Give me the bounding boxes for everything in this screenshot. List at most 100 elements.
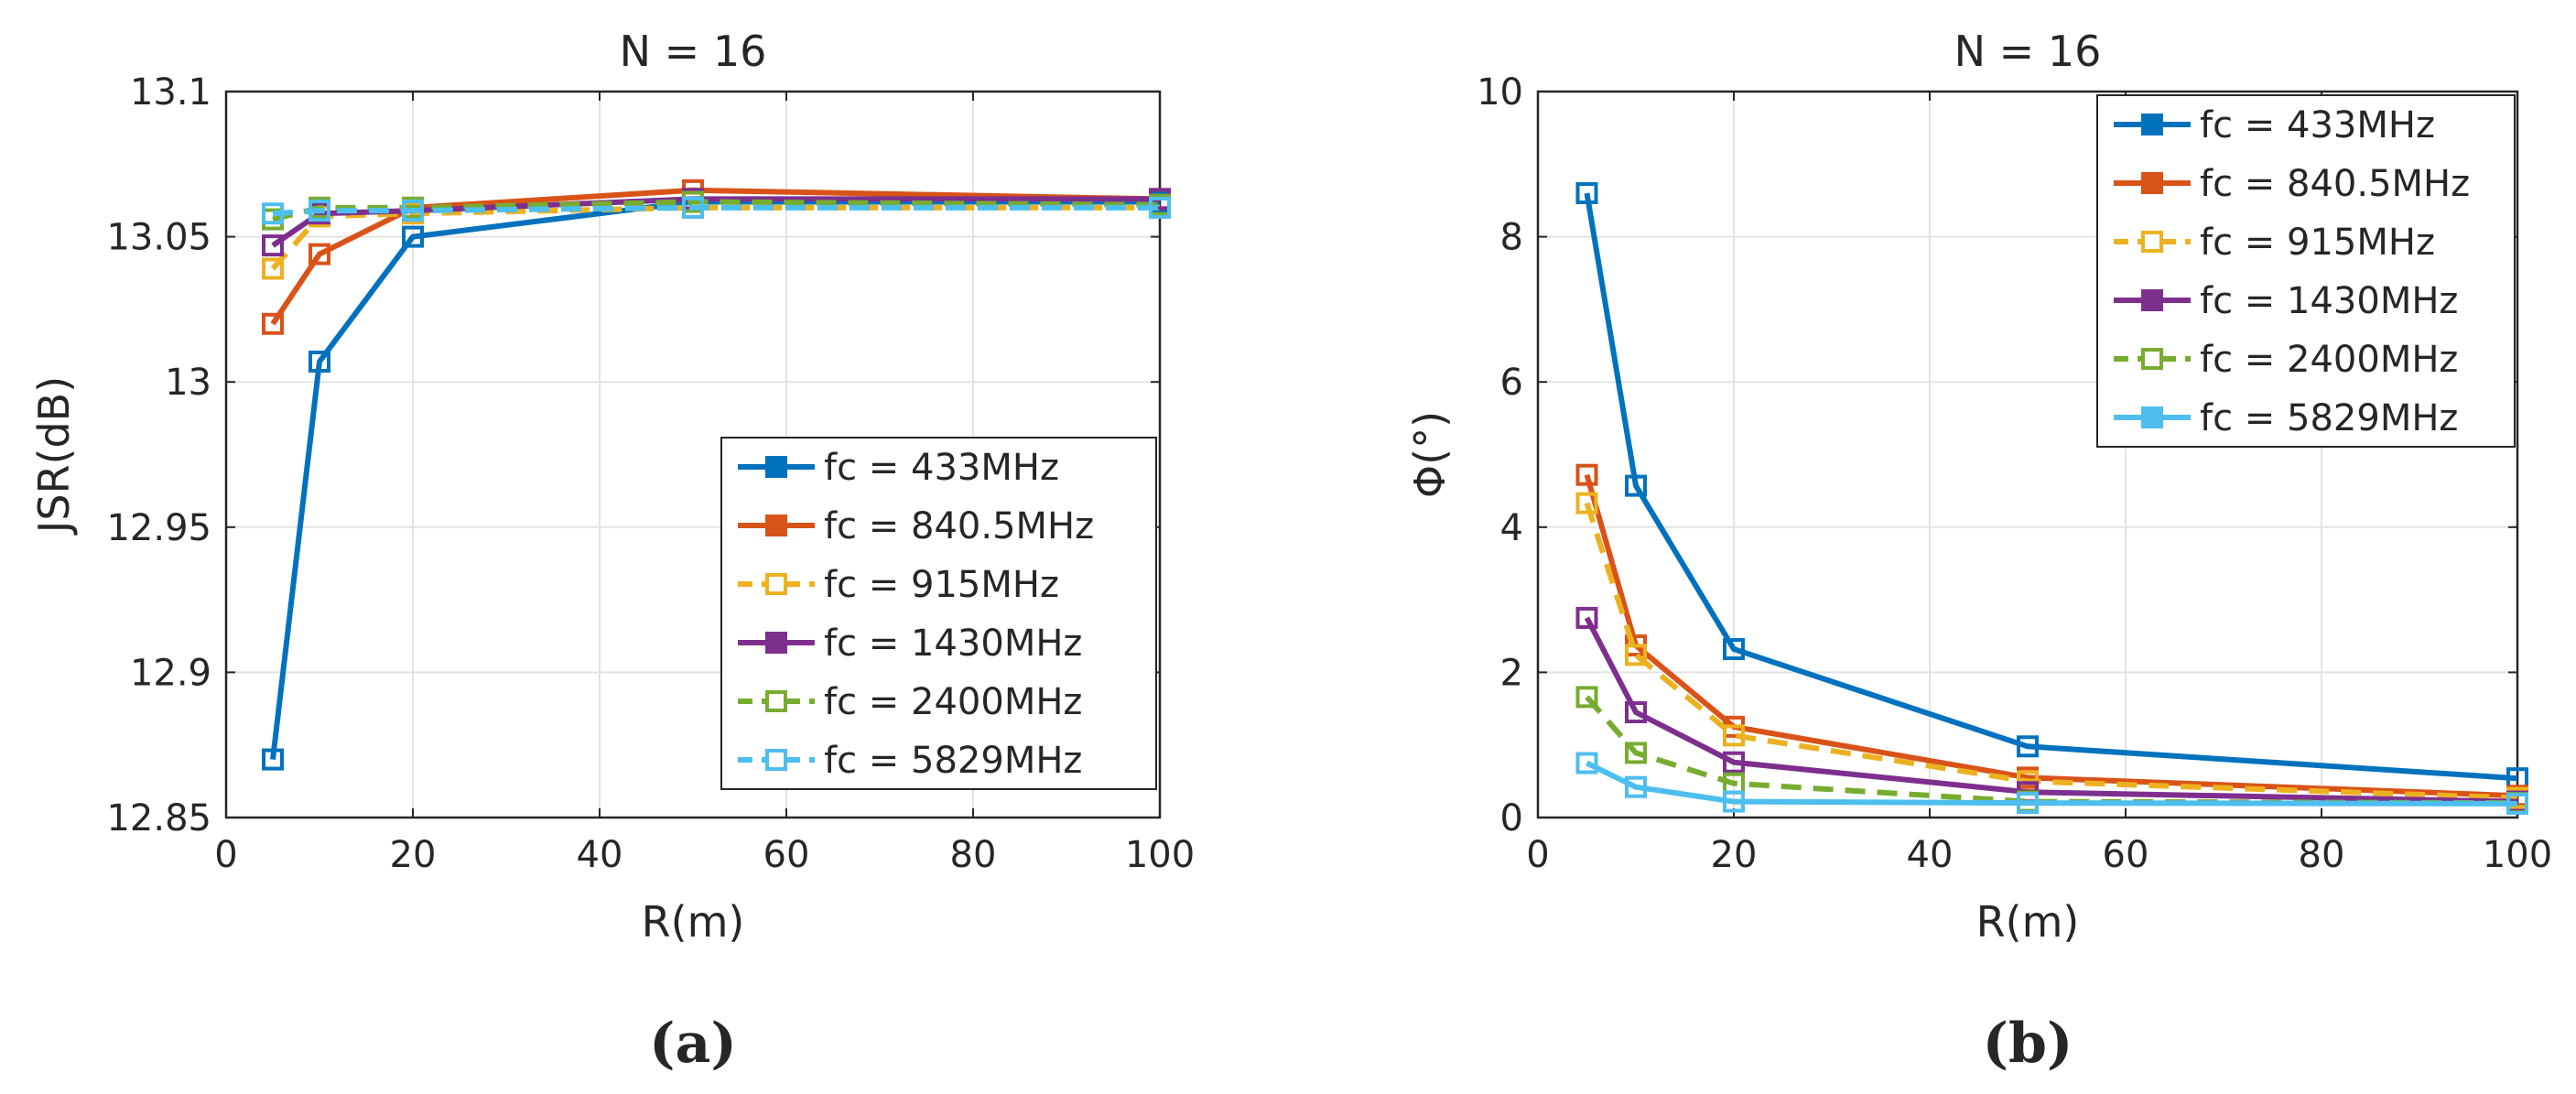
x-tick-label: 100 xyxy=(2483,834,2552,876)
legend-swatch-marker xyxy=(2141,231,2163,253)
legend: fc = 433MHz fc = 840.5MHz fc = 915MHz fc = … xyxy=(720,437,1157,790)
y-tick-label: 12.9 xyxy=(130,652,211,694)
legend-swatch-marker xyxy=(2141,348,2163,370)
x-tick-label: 20 xyxy=(1711,834,1758,876)
data-point-marker xyxy=(2017,735,2039,758)
legend-swatch-marker xyxy=(765,690,787,712)
chart-panel-b: 0 20 40 60 80 100 0 2 4 6 8 10 N = 16 R(m) Φ(°) (b) fc =… xyxy=(1405,27,2552,1076)
series-line xyxy=(1584,192,2518,782)
y-axis-label: Φ(°) xyxy=(1405,411,1455,498)
legend-entry-label: fc = 840.5MHz xyxy=(824,505,1094,547)
chart-panel-a: 0 20 40 60 80 100 12.85 12.9 12.95 13 13.05 13.1 N =… xyxy=(29,27,1195,1076)
legend-swatch-marker xyxy=(765,515,787,536)
data-point-marker xyxy=(682,196,704,219)
data-point-marker xyxy=(1575,463,1598,486)
legend-swatch-marker xyxy=(2141,289,2163,311)
data-point-marker xyxy=(1723,724,1745,747)
legend-swatch-marker xyxy=(2141,406,2163,428)
x-tick-label: 60 xyxy=(2103,834,2149,876)
y-tick-label: 12.85 xyxy=(106,797,211,839)
data-point-marker xyxy=(2506,792,2528,815)
x-tick-label: 20 xyxy=(390,834,437,876)
panel-label: (b) xyxy=(1983,1012,2073,1076)
y-tick-label: 2 xyxy=(1500,652,1523,694)
data-point-marker xyxy=(2017,792,2039,815)
data-point-marker xyxy=(262,312,284,335)
axes-box xyxy=(224,90,1162,819)
series-line xyxy=(272,204,1160,217)
legend-entry-label: fc = 5829MHz xyxy=(2200,397,2458,439)
legend-entry-label: fc = 433MHz xyxy=(2200,104,2435,146)
data-point-marker xyxy=(1149,196,1171,219)
data-point-marker xyxy=(1625,701,1647,724)
legend-entry-label: fc = 915MHz xyxy=(824,564,1059,606)
legend-swatch-marker xyxy=(765,749,787,771)
x-tick-label: 60 xyxy=(763,834,810,876)
chart-title: N = 16 xyxy=(1954,27,2102,76)
y-tick-label: 0 xyxy=(1500,797,1523,839)
legend-entry-label: fc = 1430MHz xyxy=(2200,280,2458,322)
data-point-marker xyxy=(1625,644,1647,666)
data-point-marker xyxy=(1625,474,1647,497)
data-point-marker xyxy=(1625,742,1647,764)
y-tick-label: 13.05 xyxy=(106,217,211,259)
y-tick-label: 8 xyxy=(1500,217,1523,259)
x-tick-label: 40 xyxy=(1907,834,1954,876)
legend-swatch-marker xyxy=(2141,114,2163,135)
data-point-marker xyxy=(308,243,330,265)
data-point-marker xyxy=(1575,686,1598,709)
panel-label: (a) xyxy=(649,1012,737,1076)
data-point-marker xyxy=(402,225,424,248)
x-axis-label: R(m) xyxy=(1976,897,2080,947)
legend-box xyxy=(720,437,1157,790)
x-axis-label: R(m) xyxy=(642,897,745,947)
x-tick-label: 0 xyxy=(214,834,237,876)
legend-entry-label: fc = 840.5MHz xyxy=(2200,163,2470,205)
x-tick-label: 80 xyxy=(950,834,997,876)
legend-entry-label: fc = 5829MHz xyxy=(824,740,1082,782)
series-line xyxy=(1584,616,2518,805)
legend-swatch-marker xyxy=(765,456,787,478)
y-tick-label: 13 xyxy=(165,362,211,404)
x-tick-label: 40 xyxy=(577,834,623,876)
legend-entry-label: fc = 1430MHz xyxy=(824,623,1082,665)
data-point-marker xyxy=(262,748,284,771)
data-point-marker xyxy=(262,234,284,257)
legend-box xyxy=(2096,94,2516,448)
series-line xyxy=(1584,502,2518,801)
series-line xyxy=(272,199,1161,222)
data-point-marker xyxy=(1575,492,1598,515)
chart-title: N = 16 xyxy=(620,27,767,76)
data-point-marker xyxy=(308,350,330,373)
y-tick-label: 6 xyxy=(1500,362,1523,404)
data-point-marker xyxy=(308,200,330,222)
y-tick-label: 4 xyxy=(1500,507,1523,549)
y-axis-label: JSR(dB) xyxy=(29,376,79,536)
legend: fc = 433MHz fc = 840.5MHz fc = 915MHz fc = … xyxy=(2096,94,2516,448)
series-line xyxy=(1585,695,2518,807)
y-tick-label: 10 xyxy=(1477,71,1523,114)
axes-box xyxy=(1536,90,2519,819)
data-point-marker xyxy=(1723,790,1745,813)
x-tick-label: 80 xyxy=(2299,834,2345,876)
legend-entry-label: fc = 433MHz xyxy=(824,447,1059,489)
data-point-marker xyxy=(1723,638,1745,661)
legend-entry-label: fc = 2400MHz xyxy=(2200,339,2458,381)
legend-entry-label: fc = 2400MHz xyxy=(824,681,1082,723)
data-point-marker xyxy=(402,200,424,222)
series-line xyxy=(1586,760,2518,807)
y-tick-label: 12.95 xyxy=(106,507,211,549)
legend-swatch-marker xyxy=(765,632,787,654)
data-point-marker xyxy=(1723,751,1745,774)
data-point-marker xyxy=(262,202,284,225)
data-point-marker xyxy=(1625,775,1647,798)
x-tick-label: 0 xyxy=(1526,834,1549,876)
legend-swatch-marker xyxy=(765,573,787,595)
series-line xyxy=(270,204,1160,271)
y-tick-label: 13.1 xyxy=(130,71,211,114)
legend-swatch-marker xyxy=(2141,172,2163,194)
data-point-marker xyxy=(1575,606,1598,629)
x-tick-label: 100 xyxy=(1125,834,1195,876)
data-point-marker xyxy=(262,257,284,280)
